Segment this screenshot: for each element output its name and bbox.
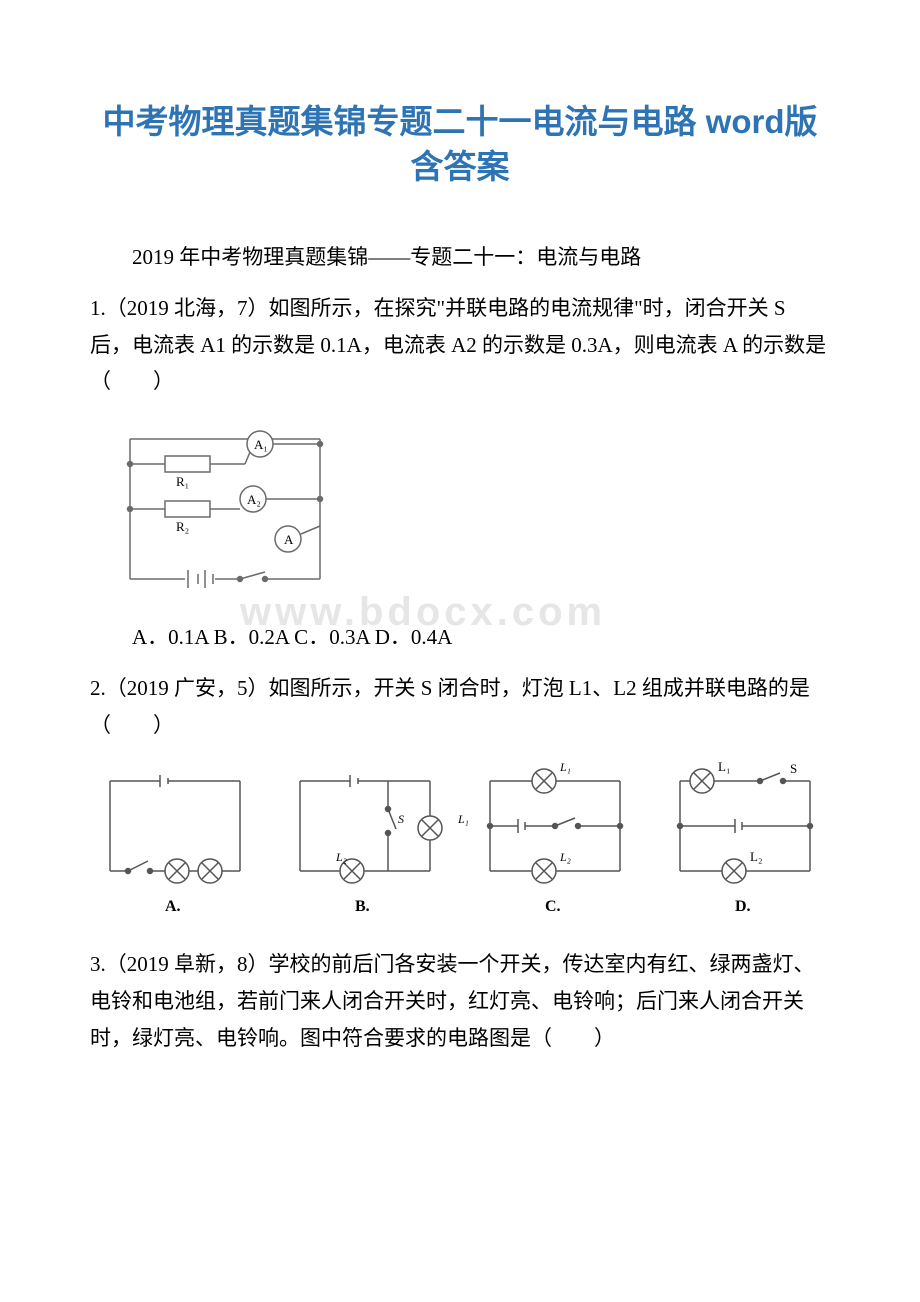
q1-label-r1: R₁ [176, 474, 189, 489]
subheading: 2019 年中考物理真题集锦——专题二十一：电流与电路 [90, 239, 830, 276]
q3-text: 3.（2019 阜新，8）学校的前后门各安装一个开关，传达室内有红、绿两盏灯、电… [90, 946, 830, 1056]
q2-option-c-label: C. [545, 898, 561, 915]
q2-option-b-label: B. [355, 898, 370, 915]
q1-circuit-svg: R₁ R₂ A₁ A₂ A [90, 414, 360, 604]
q2b-l2: L₂ [335, 850, 347, 864]
q1-label-a1: A₁ [254, 437, 268, 452]
q1-label-r2: R₂ [176, 519, 189, 534]
q2d-l2: L₂ [750, 849, 762, 864]
q2d-s: S [790, 761, 797, 776]
page-title: 中考物理真题集锦专题二十一电流与电路 word版含答案 [90, 100, 830, 189]
q1-label-a: A [284, 532, 294, 547]
q1-label-a2: A₂ [247, 492, 261, 507]
q2c-l1: L₁ [559, 761, 571, 774]
q2-option-a-label: A. [165, 898, 181, 915]
q1-circuit-figure: R₁ R₂ A₁ A₂ A [90, 414, 830, 609]
q1-answers: A．0.1A B．0.2A C．0.3A D．0.4A [90, 619, 830, 656]
q2-options-figure: A. [90, 761, 830, 936]
q2-options-svg: A. [90, 761, 830, 931]
q2b-s: S [398, 812, 404, 826]
q2b-l1: L₁ [457, 812, 469, 826]
q2-option-d-label: D. [735, 898, 751, 915]
q2d-l1: L₁ [718, 761, 730, 774]
q2c-l2: L₂ [559, 850, 571, 864]
q2-text: 2.（2019 广安，5）如图所示，开关 S 闭合时，灯泡 L1、L2 组成并联… [90, 670, 830, 744]
q1-text: 1.（2019 北海，7）如图所示，在探究"并联电路的电流规律"时，闭合开关 S… [90, 290, 830, 400]
